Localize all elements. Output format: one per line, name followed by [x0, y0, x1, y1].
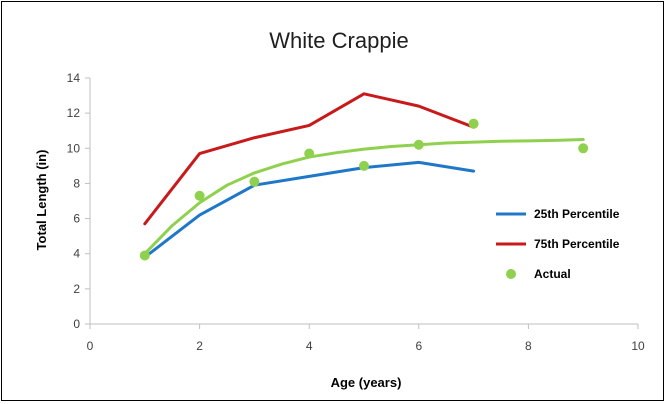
y-tick-label: 0 — [73, 317, 80, 331]
y-tick-label: 10 — [67, 141, 81, 155]
y-tick-label: 6 — [73, 212, 80, 226]
actual-data-point — [468, 118, 479, 129]
actual-data-point — [304, 148, 315, 159]
x-tick-label: 4 — [306, 339, 313, 353]
legend-entry-label: 75th Percentile — [534, 237, 620, 251]
x-tick-label: 2 — [196, 339, 203, 353]
y-tick-label: 8 — [73, 176, 80, 190]
legend-entry-label: 25th Percentile — [534, 207, 620, 221]
legend-swatch — [506, 269, 516, 279]
actual-trend-curve — [143, 138, 585, 256]
x-tick-label: 0 — [87, 339, 94, 353]
series-line-25th-percentile — [143, 160, 476, 259]
y-tick-label: 14 — [67, 71, 81, 85]
actual-data-point — [139, 250, 150, 261]
series-line-75th-percentile — [143, 92, 476, 226]
x-tick-label: 10 — [631, 339, 645, 353]
legend: 25th Percentile 75th Percentile Actual — [496, 207, 620, 281]
actual-data-point — [249, 176, 260, 187]
actual-data-point — [578, 143, 589, 154]
actual-data-point — [359, 160, 369, 171]
actual-data-point — [194, 190, 205, 201]
y-tick-label: 4 — [73, 247, 80, 261]
y-axis-label: Total Length (in) — [34, 150, 49, 251]
x-tick-label: 6 — [415, 339, 422, 353]
actual-data-point — [413, 139, 424, 150]
y-tick-label: 12 — [67, 106, 81, 120]
x-axis-label: Age (years) — [331, 375, 402, 390]
series-lines-layer — [143, 92, 476, 259]
legend-entry-label: Actual — [534, 267, 571, 281]
points-layer — [139, 118, 589, 261]
axes: 0 2 4 6 8 10 12 14 0 2 4 6 8 10 — [67, 71, 645, 353]
fit-curve-layer — [143, 138, 585, 256]
y-tick-label: 2 — [73, 282, 80, 296]
chart-title: White Crappie — [269, 28, 408, 53]
x-tick-label: 8 — [525, 339, 532, 353]
